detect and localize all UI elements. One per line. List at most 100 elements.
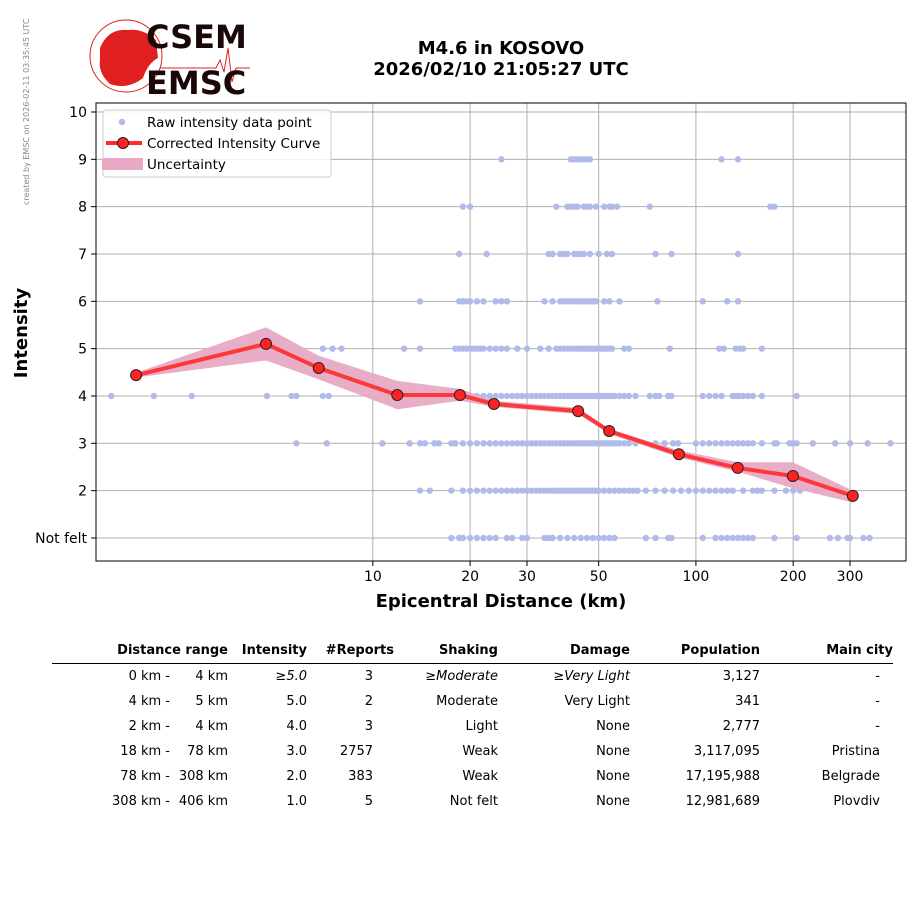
- raw-data-point: [523, 534, 531, 542]
- raw-data-point: [486, 345, 493, 352]
- raw-data-point: [509, 392, 516, 400]
- raw-data-point: [699, 440, 706, 447]
- raw-data-point: [492, 487, 499, 494]
- table-row: 308 km - 406 km 1.0 5 Not felt None 12,981,689…: [52, 789, 893, 814]
- raw-data-point: [793, 440, 800, 447]
- reports-count: 5: [364, 794, 373, 809]
- raw-data-point: [758, 487, 766, 494]
- y-tick-label: 2: [78, 484, 87, 500]
- raw-data-point: [188, 392, 195, 400]
- raw-data-point: [685, 487, 692, 494]
- raw-data-point: [724, 534, 731, 542]
- main-city: Plovdiv: [833, 794, 880, 809]
- raw-data-point: [519, 534, 526, 542]
- legend-band-swatch: [102, 158, 143, 170]
- raw-data-point: [431, 440, 438, 447]
- raw-data-point: [108, 392, 115, 400]
- raw-data-point: [537, 345, 544, 352]
- table-row: 4 km - 5 km 5.0 2 Moderate Very Light 341 -: [52, 689, 893, 714]
- raw-data-point: [486, 392, 493, 400]
- raw-data-point: [771, 534, 778, 542]
- raw-data-point: [577, 534, 584, 542]
- raw-data-point: [523, 345, 531, 352]
- raw-data-point: [589, 534, 597, 542]
- raw-data-point: [758, 345, 766, 352]
- raw-data-point: [329, 345, 336, 352]
- header-reports: #Reports: [307, 640, 394, 664]
- raw-data-point: [549, 534, 556, 542]
- raw-data-point: [556, 534, 564, 542]
- damage-level: None: [596, 769, 630, 784]
- raw-data-point: [523, 440, 531, 447]
- raw-data-point: [492, 298, 499, 305]
- intensity-table: Distance range Intensity #Reports Shakin…: [52, 640, 893, 814]
- raw-data-point: [729, 487, 736, 494]
- raw-data-point: [503, 345, 511, 352]
- raw-data-point: [473, 440, 481, 447]
- raw-data-point: [611, 487, 618, 494]
- distance-to: 78 km: [187, 744, 228, 759]
- raw-data-point: [706, 392, 713, 400]
- raw-data-point: [452, 440, 459, 447]
- raw-data-point: [668, 534, 675, 542]
- reports-count: 2: [364, 694, 373, 709]
- raw-data-point: [528, 392, 535, 400]
- raw-data-point: [426, 487, 433, 494]
- raw-data-point: [421, 440, 429, 447]
- raw-data-point: [718, 534, 725, 542]
- raw-data-point: [646, 392, 654, 400]
- raw-data-point: [150, 392, 158, 400]
- y-tick-label: 3: [78, 436, 87, 452]
- raw-data-point: [718, 156, 725, 163]
- raw-data-point: [632, 392, 639, 400]
- raw-data-point: [503, 298, 511, 305]
- raw-data-point: [435, 440, 442, 447]
- curve-marker: [487, 398, 500, 411]
- curve-marker: [312, 362, 325, 375]
- raw-data-point: [608, 250, 616, 258]
- raw-data-point: [459, 534, 467, 542]
- header-damage: Damage: [498, 640, 630, 664]
- main-city: Belgrade: [821, 769, 880, 784]
- raw-data-point: [319, 345, 327, 352]
- raw-data-point: [846, 440, 854, 447]
- raw-data-point: [498, 345, 505, 352]
- legend-curve-label: Corrected Intensity Curve: [147, 136, 320, 152]
- raw-data-point: [483, 250, 490, 258]
- raw-data-point: [734, 156, 742, 163]
- raw-data-point: [749, 392, 757, 400]
- x-tick-label: 300: [837, 569, 864, 585]
- raw-data-point: [416, 345, 424, 352]
- x-axis-label: Epicentral Distance (km): [376, 591, 627, 612]
- population-value: 3,127: [722, 669, 760, 684]
- main-city: -: [875, 694, 880, 709]
- raw-data-point: [734, 534, 742, 542]
- raw-data-point: [519, 392, 526, 400]
- damage-level: None: [596, 744, 630, 759]
- event-time: 2026/02/10 21:05:27 UTC: [373, 59, 629, 80]
- reports-count: 383: [348, 769, 373, 784]
- raw-data-point: [621, 345, 628, 352]
- distance-from: 4 km -: [128, 694, 170, 709]
- raw-data-point: [634, 487, 641, 494]
- raw-data-point: [503, 487, 511, 494]
- raw-data-point: [712, 487, 719, 494]
- raw-data-point: [621, 392, 628, 400]
- raw-data-point: [606, 534, 613, 542]
- raw-data-point: [406, 440, 413, 447]
- raw-data-point: [718, 440, 725, 447]
- plot-frame: [95, 102, 907, 562]
- raw-data-point: [523, 487, 531, 494]
- intensity-value: 2.0: [286, 769, 307, 784]
- raw-data-point: [616, 440, 623, 447]
- raw-data-point: [448, 534, 455, 542]
- raw-data-point: [293, 392, 300, 400]
- y-tick-label: 4: [78, 389, 87, 405]
- raw-data-point: [625, 440, 633, 447]
- raw-data-point: [625, 487, 633, 494]
- raw-data-point: [498, 298, 505, 305]
- raw-data-point: [541, 298, 548, 305]
- raw-data-point: [600, 534, 608, 542]
- raw-data-point: [492, 440, 499, 447]
